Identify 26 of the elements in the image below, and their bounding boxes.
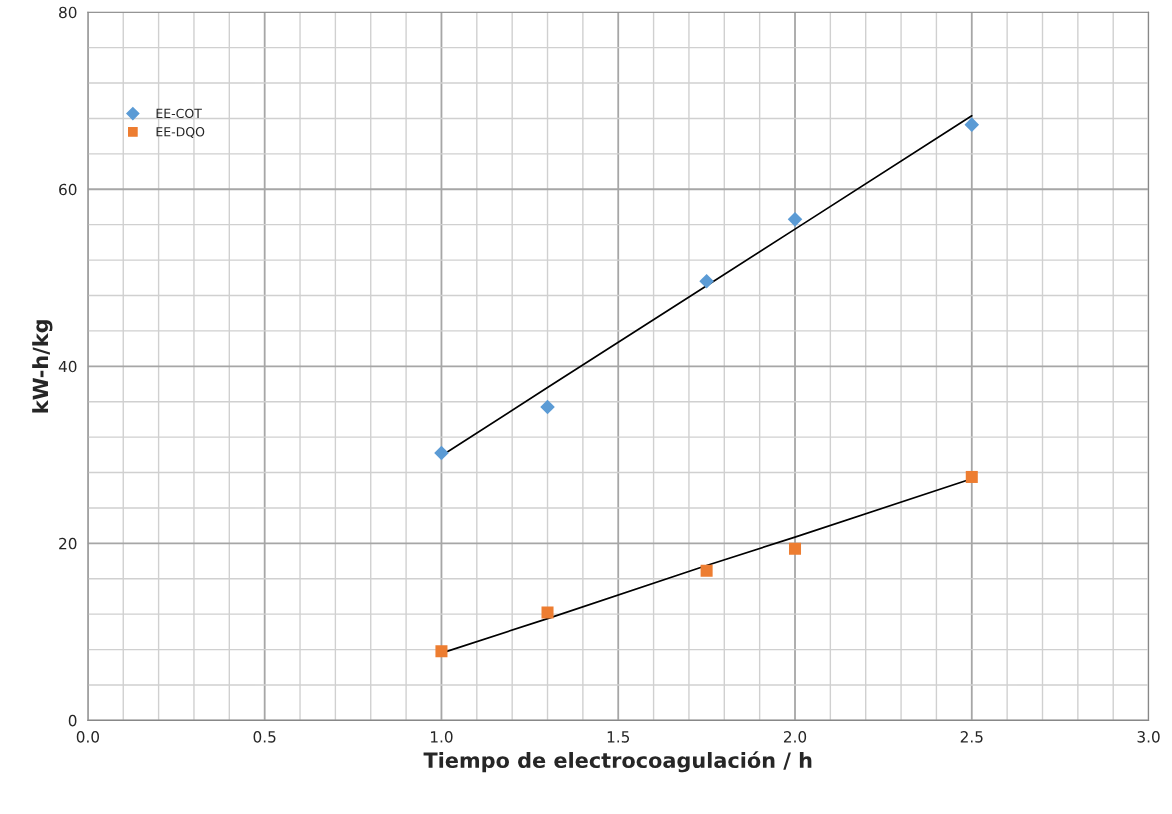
point <box>787 212 803 227</box>
legend-label: EE-COT <box>156 108 202 119</box>
point <box>964 117 980 132</box>
x-tick-label: 0.5 <box>253 731 276 743</box>
x-tick-label: 0.0 <box>76 731 100 743</box>
x-tick-label: 2.5 <box>960 731 983 743</box>
y-tick-label: 80 <box>59 6 77 19</box>
point <box>965 470 978 483</box>
point <box>788 542 802 555</box>
y-tick-label: 0 <box>68 714 77 727</box>
point <box>541 606 554 619</box>
y-tick-label: 60 <box>59 183 77 196</box>
point <box>700 564 713 577</box>
y-tick-label: 20 <box>59 537 77 550</box>
point <box>434 445 449 461</box>
y-axis-title: kW-h/kg <box>32 320 53 413</box>
legend-label: EE-DQO <box>156 127 205 138</box>
point <box>699 274 714 289</box>
x-tick-label: 3.0 <box>1137 731 1160 743</box>
x-tick-label: 2.0 <box>783 731 807 743</box>
x-tick-label: 1.5 <box>607 731 630 743</box>
point <box>435 645 448 658</box>
point <box>540 399 555 415</box>
x-tick-label: 1.0 <box>430 731 453 743</box>
x-axis-title: Tiempo de electrocoagulación / h <box>423 751 812 773</box>
y-tick-label: 40 <box>58 360 77 373</box>
